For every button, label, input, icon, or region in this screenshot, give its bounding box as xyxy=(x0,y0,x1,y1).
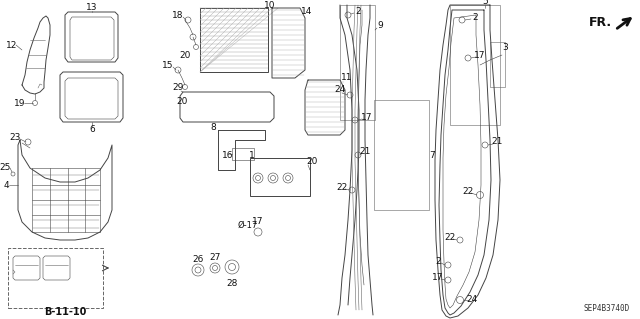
Text: 22: 22 xyxy=(337,182,348,191)
Bar xyxy=(232,148,254,160)
Text: 28: 28 xyxy=(227,278,237,287)
Text: SEP4B3740D: SEP4B3740D xyxy=(584,304,630,313)
Text: 1: 1 xyxy=(249,151,255,160)
Text: 2: 2 xyxy=(435,257,441,266)
Text: 14: 14 xyxy=(301,8,313,17)
Text: 17: 17 xyxy=(474,50,486,60)
Text: 21: 21 xyxy=(359,146,371,155)
Bar xyxy=(200,8,268,72)
Text: FR.: FR. xyxy=(588,16,612,28)
Text: 27: 27 xyxy=(209,254,221,263)
Text: 13: 13 xyxy=(86,3,98,11)
Text: 10: 10 xyxy=(264,1,276,10)
Text: 20: 20 xyxy=(176,98,188,107)
Text: 8: 8 xyxy=(210,122,216,131)
Bar xyxy=(450,5,500,125)
Text: 3: 3 xyxy=(502,43,508,53)
Text: 23: 23 xyxy=(10,132,20,142)
Text: 17: 17 xyxy=(361,113,372,122)
Bar xyxy=(8,248,103,308)
Text: 29: 29 xyxy=(172,84,184,93)
Text: 2: 2 xyxy=(472,13,478,23)
Text: 7: 7 xyxy=(429,151,435,160)
Text: 4: 4 xyxy=(3,181,9,189)
Text: 2: 2 xyxy=(355,8,361,17)
Text: 17: 17 xyxy=(252,218,264,226)
Text: 12: 12 xyxy=(6,41,18,49)
Bar xyxy=(250,158,310,196)
Text: 22: 22 xyxy=(444,233,456,241)
Text: 11: 11 xyxy=(341,73,353,83)
Text: 26: 26 xyxy=(192,256,204,264)
Text: B-11-10: B-11-10 xyxy=(44,307,86,317)
Text: 25: 25 xyxy=(0,164,11,173)
Text: 16: 16 xyxy=(222,152,234,160)
Text: 22: 22 xyxy=(462,188,474,197)
Text: 19: 19 xyxy=(14,99,26,108)
Text: 15: 15 xyxy=(163,61,173,70)
Text: Ø-17: Ø-17 xyxy=(238,220,258,229)
Text: 18: 18 xyxy=(172,11,184,19)
Text: 5: 5 xyxy=(482,0,488,6)
Text: 17: 17 xyxy=(432,273,444,283)
Text: 9: 9 xyxy=(377,20,383,29)
Text: 20: 20 xyxy=(179,50,191,60)
Text: 6: 6 xyxy=(89,125,95,135)
Text: 21: 21 xyxy=(492,137,502,146)
Bar xyxy=(340,5,375,120)
Bar xyxy=(490,42,505,87)
Bar xyxy=(374,100,429,210)
Text: 20: 20 xyxy=(307,158,317,167)
Text: 24: 24 xyxy=(467,295,477,305)
Text: 24: 24 xyxy=(334,85,346,94)
